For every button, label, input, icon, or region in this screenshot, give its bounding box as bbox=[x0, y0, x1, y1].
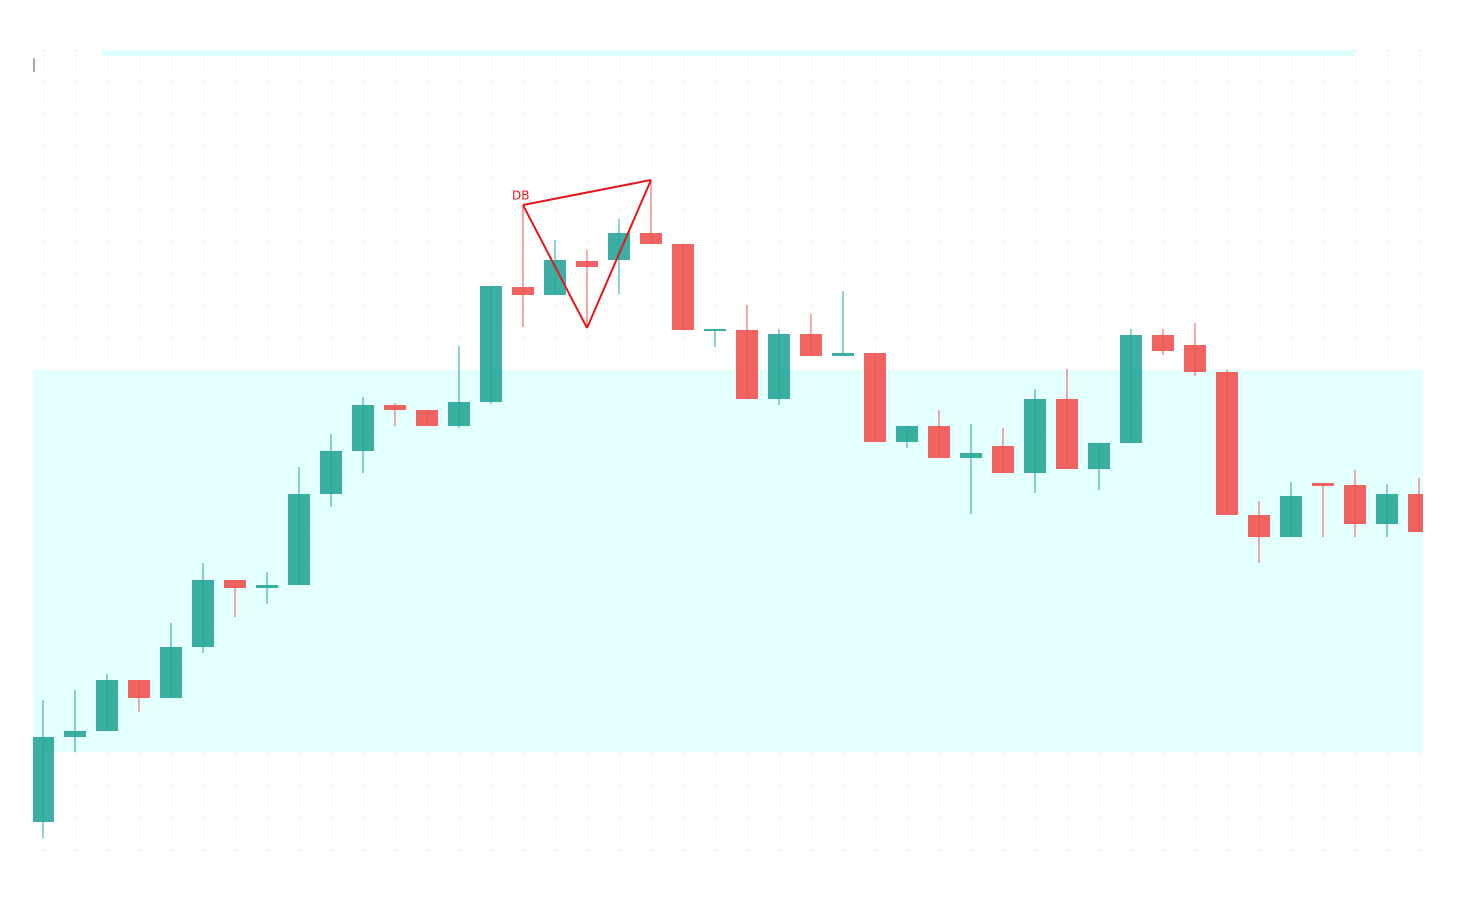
candle-body bbox=[832, 353, 854, 356]
candle-body bbox=[1312, 483, 1334, 486]
candle-body bbox=[640, 233, 662, 244]
candle-body bbox=[64, 731, 86, 737]
candle-body bbox=[896, 426, 918, 442]
candle-body bbox=[1056, 399, 1078, 469]
top-strip bbox=[102, 50, 1355, 56]
candle-body bbox=[256, 585, 278, 588]
candle-body bbox=[1024, 399, 1046, 473]
candle-body bbox=[224, 580, 246, 588]
candle-body bbox=[992, 446, 1014, 473]
candle-body bbox=[928, 426, 950, 458]
candle-body bbox=[128, 680, 150, 698]
candle-body bbox=[33, 737, 54, 822]
candle-body bbox=[1152, 335, 1174, 351]
candle-body bbox=[1344, 485, 1366, 524]
candle-body bbox=[352, 405, 374, 451]
candle-body bbox=[416, 410, 438, 426]
candle-body bbox=[704, 329, 726, 331]
candle-body bbox=[512, 287, 534, 295]
candle-body bbox=[1216, 372, 1238, 515]
candle-body bbox=[1280, 496, 1302, 537]
pattern-line bbox=[586, 179, 652, 329]
candle-body bbox=[544, 260, 566, 295]
candle-body bbox=[800, 334, 822, 356]
pattern-line bbox=[522, 179, 652, 206]
candle-body bbox=[96, 680, 118, 731]
candle-body bbox=[288, 494, 310, 585]
zone bbox=[33, 370, 1423, 752]
pattern-label: DB bbox=[512, 189, 529, 203]
candle-body bbox=[384, 405, 406, 410]
candle-body bbox=[768, 334, 790, 399]
candle-body bbox=[160, 647, 182, 698]
candle-body bbox=[1184, 345, 1206, 372]
candle-body bbox=[1120, 335, 1142, 443]
candle-body bbox=[672, 244, 694, 330]
candle-body bbox=[960, 453, 982, 458]
candle-body bbox=[1408, 494, 1423, 532]
candle-body bbox=[736, 330, 758, 399]
candle-body bbox=[1088, 443, 1110, 469]
candle-body bbox=[576, 261, 598, 267]
candle-body bbox=[192, 580, 214, 647]
candle-body bbox=[864, 353, 886, 442]
candle-body bbox=[320, 451, 342, 494]
candle-body bbox=[1248, 515, 1270, 537]
candle-body bbox=[1376, 494, 1398, 524]
candle-body bbox=[480, 286, 502, 402]
candle-body bbox=[448, 402, 470, 426]
pattern-line bbox=[522, 204, 588, 329]
